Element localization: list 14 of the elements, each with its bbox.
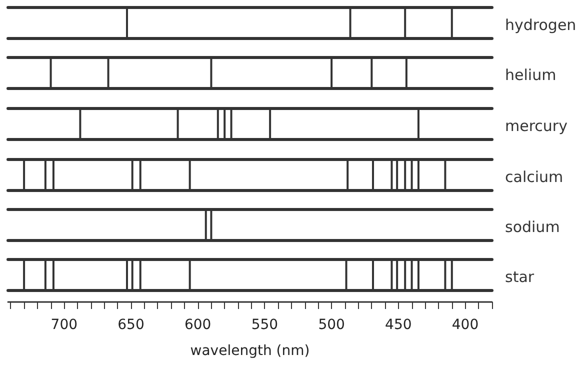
text: star — [505, 268, 535, 286]
text: calcium — [505, 168, 564, 186]
x-tick-label: 550 — [251, 317, 278, 333]
x-tick-label: 400 — [452, 317, 479, 333]
x-tick-label: 500 — [318, 317, 345, 333]
text: hydrogen — [505, 16, 576, 34]
text: helium — [505, 66, 556, 84]
x-tick-label: 650 — [118, 317, 144, 333]
text: sodium — [505, 218, 560, 236]
text: mercury — [505, 117, 568, 135]
x-tick-label: 700 — [50, 317, 78, 333]
x-tick-label: 450 — [385, 317, 412, 333]
x-axis-title: wavelength (nm) — [190, 343, 310, 359]
x-tick-label: 600 — [184, 317, 212, 333]
